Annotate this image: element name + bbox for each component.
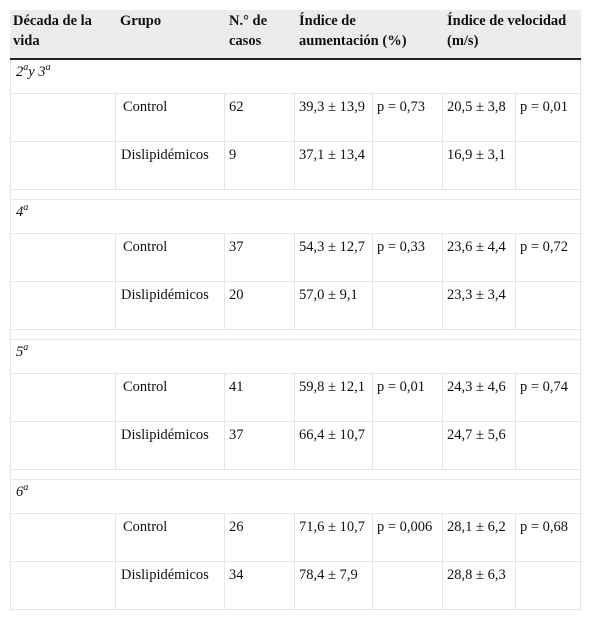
table-body: 2ay 3a Control 62 39,3 ± 13,9 p = 0,73 2…: [9, 58, 582, 610]
header-casos: N.° de casos: [224, 10, 295, 60]
cell-n: 34: [224, 561, 295, 610]
cell-ai: 71,6 ± 10,7: [294, 513, 373, 562]
table-container: Década de la vida Grupo N.° de casos Índ…: [9, 10, 582, 610]
section-label: 4a: [9, 199, 582, 234]
section-label: 2ay 3a: [9, 58, 582, 94]
cell-ai-p: p = 0,33: [372, 233, 443, 282]
cell-ai: 54,3 ± 12,7: [294, 233, 373, 282]
cell-vi: 24,3 ± 4,6: [442, 373, 516, 422]
cell-vi-p: p = 0,72: [514, 233, 582, 282]
section-row: 5a: [9, 339, 582, 374]
cell-ai-p: p = 0,73: [372, 93, 443, 142]
cell-grupo: Dislipidémicos: [115, 561, 225, 610]
cell-vi-p: [514, 421, 582, 470]
spacer-cell: [9, 189, 582, 200]
cell-ai: 57,0 ± 9,1: [294, 281, 373, 330]
empty-cell: [10, 281, 116, 330]
cell-ai-p: [372, 561, 443, 610]
cell-vi-p: p = 0,68: [514, 513, 582, 562]
cell-vi: 24,7 ± 5,6: [442, 421, 516, 470]
table-row: Control 37 54,3 ± 12,7 p = 0,33 23,6 ± 4…: [10, 233, 582, 282]
cell-grupo: Dislipidémicos: [115, 421, 225, 470]
cell-ai-p: [372, 421, 443, 470]
empty-cell: [10, 561, 116, 610]
cell-n: 20: [224, 281, 295, 330]
empty-cell: [10, 93, 116, 142]
cell-ai: 39,3 ± 13,9: [294, 93, 373, 142]
cell-n: 37: [224, 233, 295, 282]
cell-vi-p: p = 0,74: [514, 373, 582, 422]
cell-grupo: Dislipidémicos: [115, 281, 225, 330]
cell-vi: 20,5 ± 3,8: [442, 93, 516, 142]
header-velocidad: Índice de velocidad (m/s): [441, 10, 582, 60]
cell-vi-p: [514, 561, 582, 610]
cell-n: 26: [224, 513, 295, 562]
section-label: 6a: [9, 479, 582, 514]
spacer-row: [9, 329, 582, 340]
table-row: Control 62 39,3 ± 13,9 p = 0,73 20,5 ± 3…: [10, 93, 582, 142]
empty-cell: [10, 233, 116, 282]
section-row: 2ay 3a: [9, 58, 582, 94]
cell-ai-p: [372, 141, 443, 190]
cell-vi-p: p = 0,01: [514, 93, 582, 142]
table-row: Dislipidémicos 37 66,4 ± 10,7 24,7 ± 5,6: [10, 421, 582, 470]
cell-grupo: Control: [115, 513, 225, 562]
header-aumentacion: Índice de aumentación (%): [294, 10, 443, 60]
section-row: 6a: [9, 479, 582, 514]
cell-grupo: Control: [115, 373, 225, 422]
spacer-cell: [9, 329, 582, 340]
header-row: Década de la vida Grupo N.° de casos Índ…: [10, 10, 582, 60]
cell-vi-p: [514, 141, 582, 190]
cell-n: 37: [224, 421, 295, 470]
spacer-row: [9, 469, 582, 480]
cell-grupo: Dislipidémicos: [115, 141, 225, 190]
cell-vi: 28,1 ± 6,2: [442, 513, 516, 562]
cell-ai-p: [372, 281, 443, 330]
empty-cell: [10, 373, 116, 422]
section-row: 4a: [9, 199, 582, 234]
cell-n: 62: [224, 93, 295, 142]
header-decada: Década de la vida: [10, 10, 116, 60]
empty-cell: [10, 421, 116, 470]
cell-ai: 66,4 ± 10,7: [294, 421, 373, 470]
cell-grupo: Control: [115, 233, 225, 282]
table-row: Dislipidémicos 34 78,4 ± 7,9 28,8 ± 6,3: [10, 561, 582, 610]
cell-n: 41: [224, 373, 295, 422]
cell-vi: 23,3 ± 3,4: [442, 281, 516, 330]
section-label: 5a: [9, 339, 582, 374]
cell-vi: 23,6 ± 4,4: [442, 233, 516, 282]
cell-n: 9: [224, 141, 295, 190]
cell-vi-p: [514, 281, 582, 330]
cell-ai-p: p = 0,006: [372, 513, 443, 562]
cell-ai-p: p = 0,01: [372, 373, 443, 422]
cell-ai: 59,8 ± 12,1: [294, 373, 373, 422]
empty-cell: [10, 513, 116, 562]
cell-ai: 37,1 ± 13,4: [294, 141, 373, 190]
header-grupo: Grupo: [115, 10, 225, 60]
empty-cell: [10, 141, 116, 190]
cell-vi: 16,9 ± 3,1: [442, 141, 516, 190]
cell-vi: 28,8 ± 6,3: [442, 561, 516, 610]
spacer-row: [9, 189, 582, 200]
cell-grupo: Control: [115, 93, 225, 142]
table-row: Dislipidémicos 20 57,0 ± 9,1 23,3 ± 3,4: [10, 281, 582, 330]
table-row: Dislipidémicos 9 37,1 ± 13,4 16,9 ± 3,1: [10, 141, 582, 190]
cell-ai: 78,4 ± 7,9: [294, 561, 373, 610]
data-table: Década de la vida Grupo N.° de casos Índ…: [9, 10, 582, 610]
table-row: Control 26 71,6 ± 10,7 p = 0,006 28,1 ± …: [10, 513, 582, 562]
spacer-cell: [9, 469, 582, 480]
table-row: Control 41 59,8 ± 12,1 p = 0,01 24,3 ± 4…: [10, 373, 582, 422]
